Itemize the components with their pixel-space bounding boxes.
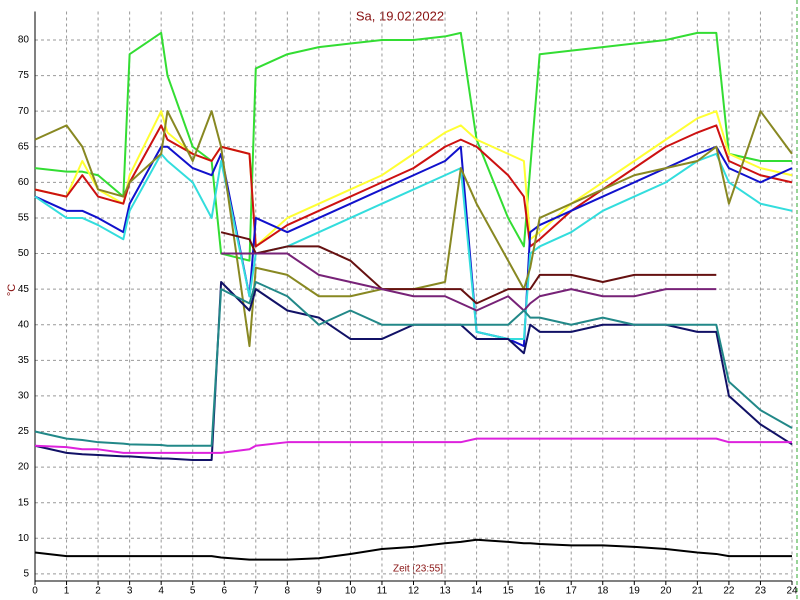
x-tick-label: 19: [629, 586, 641, 597]
series-line: [34, 152, 793, 340]
x-tick-label: 6: [221, 586, 227, 597]
series-line: [34, 31, 792, 262]
y-tick-label: 20: [18, 462, 30, 473]
y-tick-label: 40: [18, 319, 30, 330]
y-tick-label: 70: [18, 106, 30, 117]
x-tick-label: 0: [32, 586, 38, 597]
series-line: [34, 145, 793, 348]
x-tick-label: 2: [95, 586, 101, 597]
series-line: [34, 281, 793, 447]
x-tick-label: 21: [692, 586, 704, 597]
x-tick-label: 23: [755, 586, 767, 597]
y-axis-label: °C: [6, 284, 18, 296]
x-tick-label: 9: [316, 586, 322, 597]
series-line: [34, 110, 793, 248]
x-tick-label: 12: [408, 586, 420, 597]
x-tick-label: 11: [377, 586, 388, 597]
y-tick-label: 45: [18, 284, 30, 295]
series-line: [34, 538, 792, 561]
y-tick-label: 80: [18, 35, 30, 46]
x-tick-label: 15: [503, 586, 515, 597]
y-tick-label: 25: [18, 426, 30, 437]
x-tick-label: 16: [534, 586, 546, 597]
x-tick-label: 5: [190, 586, 196, 597]
x-tick-label: 10: [345, 586, 357, 597]
x-tick-label: 20: [660, 586, 672, 597]
x-tick-label: 18: [597, 586, 609, 597]
chart-title: Sa, 19.02.2022: [356, 8, 444, 23]
x-axis-label: Zeit [23:55]: [393, 564, 443, 575]
x-tick-label: 1: [64, 586, 70, 597]
series-line: [221, 252, 717, 312]
x-tick-label: 13: [439, 586, 451, 597]
x-tick-label: 17: [566, 586, 578, 597]
x-tick-label: 8: [285, 586, 291, 597]
series-line: [34, 437, 792, 454]
y-tick-label: 35: [18, 355, 30, 366]
x-tick-label: 14: [471, 586, 483, 597]
x-tick-label: 22: [723, 586, 735, 597]
y-tick-label: 10: [18, 533, 30, 544]
x-tick-label: 4: [158, 586, 164, 597]
y-tick-label: 30: [18, 391, 30, 402]
y-tick-label: 15: [18, 497, 30, 508]
y-tick-label: 60: [18, 177, 30, 188]
y-tick-label: 55: [18, 213, 30, 224]
x-tick-label: 3: [127, 586, 133, 597]
series-line: [34, 124, 793, 248]
y-tick-label: 5: [23, 569, 29, 580]
series-line: [220, 231, 717, 305]
y-tick-label: 75: [18, 70, 30, 81]
y-tick-label: 65: [18, 141, 30, 152]
x-tick-label: 7: [253, 586, 259, 597]
y-tick-label: 50: [18, 248, 30, 259]
x-tick-label: 24: [786, 586, 798, 597]
